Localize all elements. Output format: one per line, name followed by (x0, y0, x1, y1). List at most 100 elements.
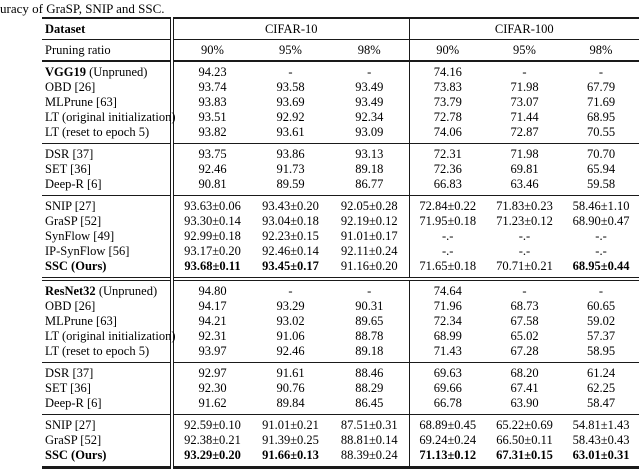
result-cell: 72.34 (408, 314, 486, 329)
result-cell: 93.58 (276, 80, 305, 94)
result-cell: 91.06 (276, 329, 305, 343)
table-row: SET [36] 92.30 90.76 88.29 69.66 67.41 62.25 (42, 381, 639, 396)
pruning-ratio-header: Pruning ratio (42, 39, 172, 62)
result-cell: 93.49 (355, 80, 384, 94)
result-cell: 57.37 (586, 329, 616, 343)
table-row: GraSP [52] 92.38±0.21 91.39±0.25 88.81±0.14… (42, 433, 639, 448)
result-cell: 90.76 (276, 381, 305, 395)
result-cell: 93.45±0.17 (262, 259, 319, 273)
result-cell: 71.98 (486, 143, 563, 162)
table-row: LT (reset to epoch 5) 93.97 92.46 89.18 71.4… (42, 344, 639, 363)
result-cell: 93.97 (170, 344, 251, 363)
result-cell: -.- (518, 229, 531, 243)
result-cell: -.- (595, 229, 607, 243)
result-cell: 60.65 (586, 299, 616, 313)
ratio-header-cifar10-98: 98% (330, 39, 409, 62)
result-cell: 93.63±0.06 (170, 195, 251, 214)
result-cell: 93.83 (170, 95, 251, 110)
row-label: SET [36] (45, 162, 91, 176)
header-row-datasets: Dataset CIFAR-10 CIFAR-100 (42, 18, 640, 40)
table-row: ResNet32 (Unpruned) 94.80- -74.64- - (42, 277, 640, 299)
result-cell: 91.61 (251, 362, 330, 381)
result-cell: 94.17 (170, 299, 251, 314)
result-cell: 67.79 (586, 80, 616, 94)
result-cell: 89.18 (355, 162, 384, 176)
row-label: LT (reset to epoch 5) (45, 125, 150, 139)
row-label: Deep-R [6] (45, 396, 102, 410)
table-row: OBD [26] 93.74 93.58 93.49 73.83 71.98 67.79 (42, 80, 639, 95)
result-cell: 89.59 (276, 177, 305, 191)
result-cell: 71.43 (408, 344, 486, 363)
result-cell: 93.75 (170, 143, 251, 162)
result-cell: 71.96 (408, 299, 486, 314)
result-cell: 54.81±1.43 (563, 414, 640, 433)
result-cell: 72.84±0.22 (408, 195, 486, 214)
ratio-header-cifar10-90: 90% (170, 39, 251, 62)
result-cell: 93.29±0.20 (170, 448, 251, 468)
row-label: SNIP [27] (42, 195, 172, 214)
row-label: SSC (Ours) (45, 448, 107, 462)
results-table: Dataset CIFAR-10 CIFAR-100 Pruning ratio… (42, 17, 640, 469)
table-row: Deep-R [6] 91.62 89.84 86.45 66.78 63.90 58.47 (42, 396, 639, 415)
table-body: VGG19 (Unpruned) 94.23- -74.16- - OBD [26] 93… (42, 61, 640, 468)
result-cell: 70.70 (563, 143, 640, 162)
table-row: LT (original initialization) 93.51 92.92 92… (42, 110, 639, 125)
result-cell: 68.99 (408, 329, 486, 344)
table-row: SSC (Ours) 93.29±0.20 91.66±0.13 88.39±0.24… (42, 448, 639, 468)
result-cell: - (367, 65, 372, 79)
result-cell: 93.09 (355, 125, 384, 139)
result-cell: 86.45 (355, 396, 384, 410)
cifar10-header: CIFAR-10 (170, 18, 409, 40)
result-cell: 91.62 (170, 396, 251, 415)
row-label: GraSP [52] (45, 433, 102, 447)
result-cell: 92.38±0.21 (170, 433, 251, 448)
table-row: OBD [26] 94.17 93.29 90.31 71.96 68.73 60.65 (42, 299, 639, 314)
table-row: SNIP [27] 92.59±0.10 91.01±0.21 87.51±0.31 6… (42, 414, 640, 433)
result-cell: 68.95±0.44 (572, 259, 630, 273)
row-label: ResNet32 (Unpruned) (42, 277, 172, 299)
result-cell: 74.16 (408, 61, 486, 80)
result-cell: -.- (518, 244, 531, 258)
result-cell: 71.65±0.18 (408, 259, 486, 279)
result-cell: 92.99±0.18 (170, 229, 251, 244)
result-cell: 92.92 (276, 110, 305, 124)
row-label: LT (original initialization) (45, 110, 176, 124)
table-row: MLPrune [63] 94.21 93.02 89.65 72.34 67.58 59.… (42, 314, 639, 329)
result-cell: 63.46 (510, 177, 539, 191)
result-cell: - (251, 277, 330, 299)
result-cell: - (288, 65, 293, 79)
row-label: OBD [26] (45, 80, 96, 94)
result-cell: 93.61 (276, 125, 305, 139)
table-row: LT (reset to epoch 5) 93.82 93.61 93.09 74.0… (42, 125, 639, 144)
result-cell: - (563, 277, 640, 299)
result-cell: 68.73 (510, 299, 539, 313)
result-cell: 67.58 (510, 314, 539, 328)
result-cell: 71.98 (510, 80, 539, 94)
result-cell: 68.89±0.45 (408, 414, 486, 433)
table-row: VGG19 (Unpruned) 94.23 - - 74.16 - - (42, 61, 639, 80)
result-cell: - (598, 65, 604, 79)
result-cell: 67.41 (510, 381, 539, 395)
result-cell: 66.83 (408, 177, 486, 196)
result-cell: 93.69 (276, 95, 305, 109)
table-row: SET [36] 92.46 91.73 89.18 72.36 69.81 65.94 (42, 162, 639, 177)
table-row: GraSP [52] 93.30±0.14 93.04±0.18 92.19±0.12… (42, 214, 639, 229)
result-cell: 73.07 (510, 95, 539, 109)
result-cell: 92.11±0.24 (341, 244, 398, 258)
result-cell: 90.31 (355, 299, 384, 313)
row-label: SNIP [27] (42, 414, 172, 433)
result-cell: 67.31±0.15 (496, 448, 553, 462)
result-cell: 92.30 (170, 381, 251, 396)
table-row: SNIP [27] 93.63±0.06 93.43±0.20 92.05±0.28 7… (42, 195, 640, 214)
result-cell: 61.24 (563, 362, 640, 381)
row-label: SynFlow [49] (45, 229, 115, 243)
result-cell: 92.46±0.14 (262, 244, 319, 258)
row-label: LT (original initialization) (45, 329, 176, 343)
result-cell: 93.82 (170, 125, 251, 144)
row-label: MLPrune [63] (45, 95, 117, 109)
row-label: MLPrune [63] (45, 314, 117, 328)
result-cell: 91.01±0.21 (251, 414, 330, 433)
result-cell: 88.78 (355, 329, 384, 343)
result-cell: 65.22±0.69 (486, 414, 563, 433)
result-cell: 92.46 (170, 162, 251, 177)
